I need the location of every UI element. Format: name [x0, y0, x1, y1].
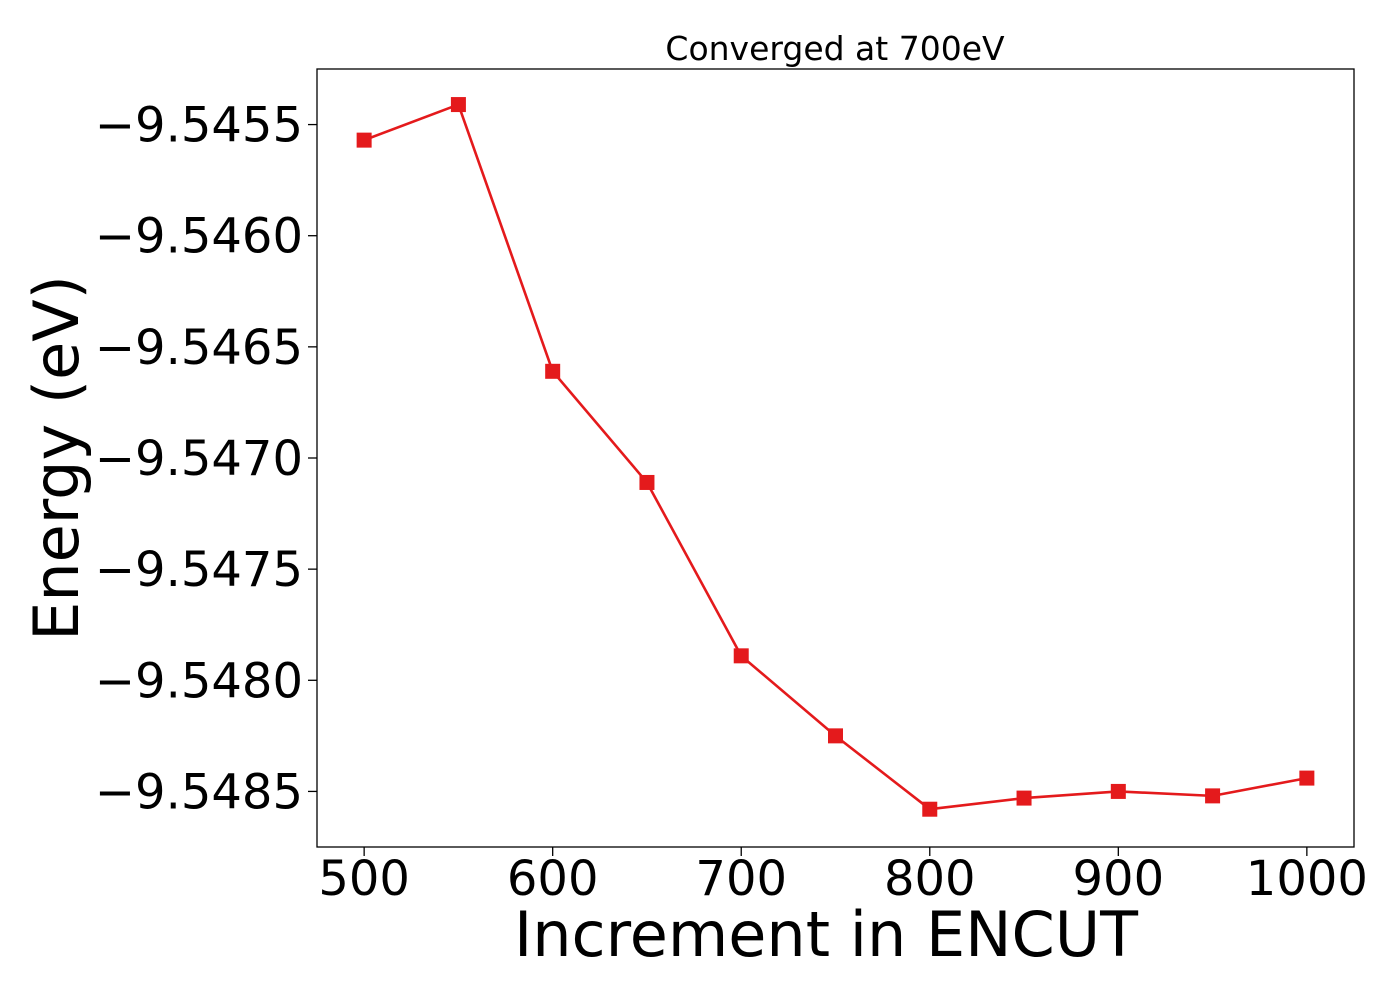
- y-tick-label: −9.5480: [95, 653, 303, 709]
- y-tick-label: −9.5485: [95, 764, 303, 820]
- series-layer: [356, 97, 1315, 817]
- data-point-marker: [922, 801, 938, 817]
- y-axis-label: Energy (eV): [20, 275, 93, 641]
- chart-title: Converged at 700eV: [665, 29, 1005, 68]
- data-point-marker: [1299, 770, 1315, 786]
- data-point-marker: [1110, 783, 1126, 799]
- y-axis-ticks: −9.5455 −9.5460 −9.5465 −9.5470 −9.5475 −9.54…: [95, 98, 317, 820]
- x-tick-label: 900: [1073, 851, 1165, 907]
- x-tick-label: 1000: [1246, 851, 1368, 907]
- x-tick-label: 700: [695, 851, 787, 907]
- x-tick-label: 800: [884, 851, 976, 907]
- y-tick-label: −9.5470: [95, 431, 303, 487]
- plot-frame: [316, 68, 1355, 848]
- y-tick-label: −9.5465: [95, 320, 303, 376]
- data-point-marker: [545, 363, 561, 379]
- data-point-marker: [1205, 788, 1221, 804]
- y-tick-label: −9.5460: [95, 209, 303, 265]
- y-tick-label: −9.5455: [95, 98, 303, 154]
- data-point-marker: [828, 728, 843, 744]
- data-point-marker: [639, 474, 655, 490]
- y-tick-label: −9.5475: [95, 542, 303, 598]
- x-axis-label: Increment in ENCUT: [514, 898, 1139, 971]
- data-point-marker: [733, 648, 749, 664]
- series-line: [363, 103, 1308, 811]
- x-tick-label: 600: [507, 851, 599, 907]
- data-point-marker: [356, 132, 372, 148]
- data-point-marker: [1016, 790, 1032, 806]
- x-axis-ticks: 500 600 700 800 900 1000: [318, 847, 1368, 907]
- data-point-marker: [450, 97, 466, 113]
- x-tick-label: 500: [318, 851, 410, 907]
